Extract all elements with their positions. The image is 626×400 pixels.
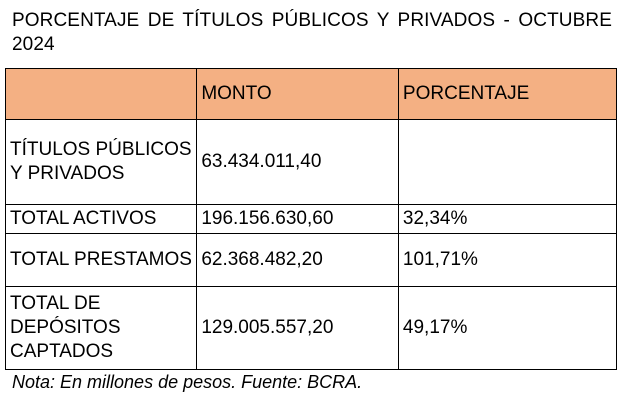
table-row: TOTAL DE DEPÓSITOS CAPTADOS 129.005.557,… bbox=[4, 286, 618, 370]
row-monto: 129.005.557,20 bbox=[196, 286, 399, 370]
table-row: TOTAL PRESTAMOS 62.368.482,20 101,71% bbox=[4, 233, 618, 287]
row-monto: 63.434.011,40 bbox=[196, 119, 399, 205]
header-cell-empty bbox=[4, 68, 198, 120]
data-table: MONTO PORCENTAJE TÍTULOS PÚBLICOS Y PRIV… bbox=[4, 68, 618, 370]
row-label: TÍTULOS PÚBLICOS Y PRIVADOS bbox=[4, 119, 198, 205]
row-monto: 196.156.630,60 bbox=[196, 204, 399, 234]
row-porcentaje: 49,17% bbox=[397, 286, 618, 370]
row-label: TOTAL ACTIVOS bbox=[4, 204, 198, 234]
header-cell-porcentaje: PORCENTAJE bbox=[397, 68, 618, 120]
row-label: TOTAL DE DEPÓSITOS CAPTADOS bbox=[4, 286, 198, 370]
row-label: TOTAL PRESTAMOS bbox=[4, 233, 198, 287]
table-header-row: MONTO PORCENTAJE bbox=[4, 68, 618, 120]
page-title: PORCENTAJE DE TÍTULOS PÚBLICOS Y PRIVADO… bbox=[12, 10, 612, 55]
row-porcentaje: 32,34% bbox=[397, 204, 618, 234]
row-monto: 62.368.482,20 bbox=[196, 233, 399, 287]
row-porcentaje: 101,71% bbox=[397, 233, 618, 287]
table-row: TÍTULOS PÚBLICOS Y PRIVADOS 63.434.011,4… bbox=[4, 119, 618, 205]
header-cell-monto: MONTO bbox=[196, 68, 399, 120]
source-note: Nota: En millones de pesos. Fuente: BCRA… bbox=[12, 372, 363, 392]
row-porcentaje bbox=[397, 119, 618, 205]
table-row: TOTAL ACTIVOS 196.156.630,60 32,34% bbox=[4, 204, 618, 234]
